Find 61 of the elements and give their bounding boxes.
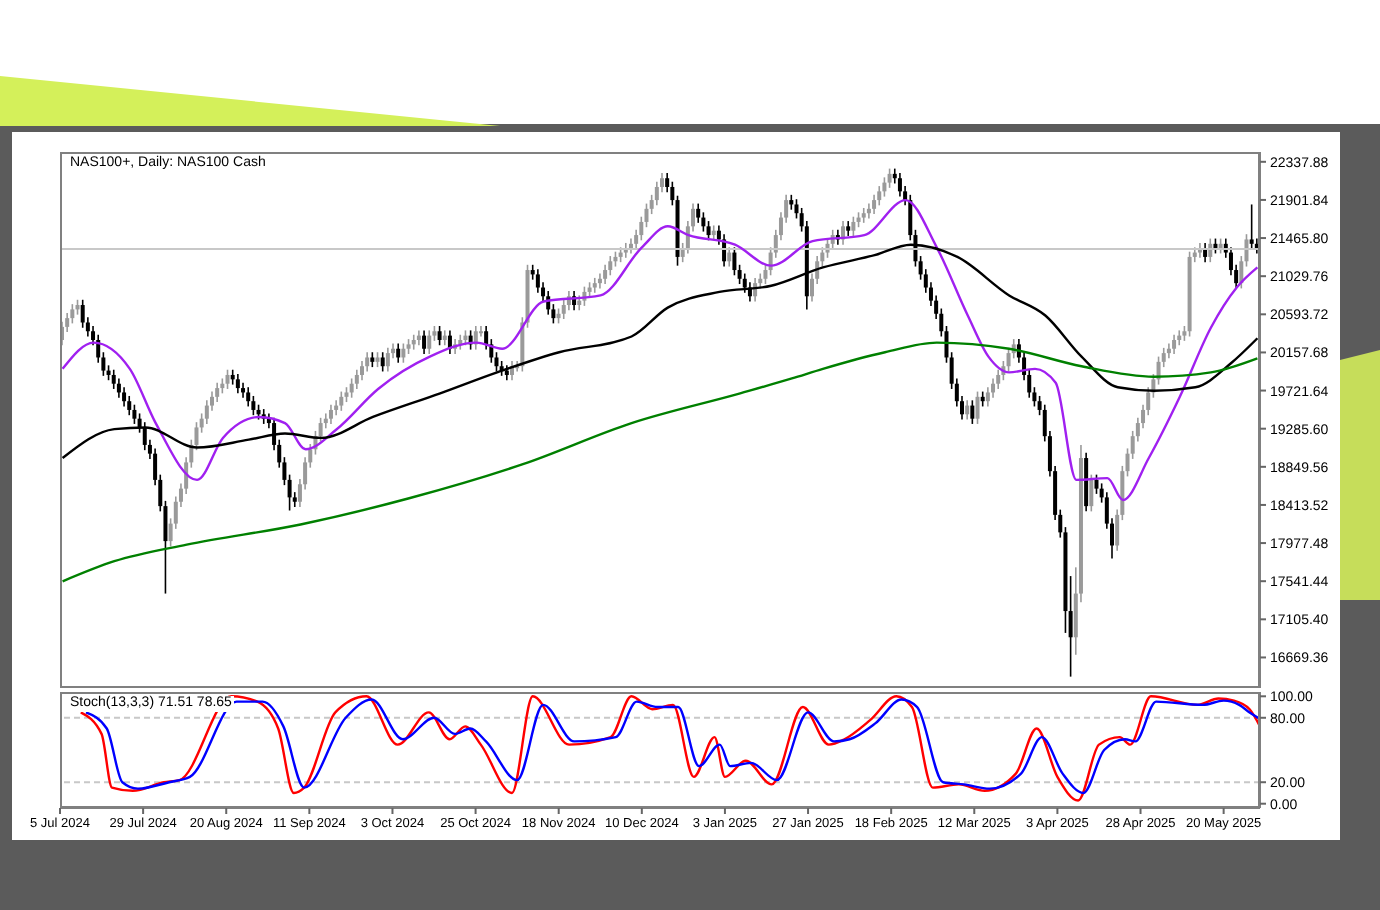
candlestick — [401, 342, 406, 364]
candlestick — [80, 298, 85, 329]
candlestick — [897, 172, 902, 198]
candlestick — [654, 180, 659, 207]
candlestick — [241, 382, 246, 399]
candlestick — [991, 377, 996, 399]
candlestick — [442, 329, 447, 347]
candlestick — [561, 298, 566, 320]
candlestick — [328, 403, 333, 425]
candlestick — [111, 368, 116, 390]
candlestick — [365, 351, 370, 373]
candlestick — [225, 368, 230, 390]
line-series — [61, 341, 1259, 583]
candlestick — [1089, 473, 1094, 513]
candlestick — [427, 329, 432, 355]
candlestick — [1172, 333, 1177, 355]
candlestick — [251, 395, 256, 416]
candlestick — [422, 329, 427, 355]
candlestick — [1177, 329, 1182, 347]
candlestick — [411, 333, 416, 351]
candlestick — [142, 421, 147, 451]
candlestick — [603, 264, 608, 285]
candlestick — [204, 399, 209, 425]
candlestick — [975, 390, 980, 425]
candlestick — [416, 329, 421, 347]
candlestick — [246, 386, 251, 408]
candlestick — [122, 386, 127, 408]
candlestick — [235, 373, 240, 395]
candlestick — [872, 194, 877, 215]
candlestick — [742, 272, 747, 294]
candlestick — [437, 325, 442, 347]
candlestick — [1094, 473, 1099, 495]
candlestick — [127, 395, 132, 416]
candlestick — [215, 382, 220, 403]
candlestick — [334, 399, 339, 416]
candlestick — [608, 255, 613, 277]
candlestick — [1166, 342, 1171, 360]
candlestick — [985, 386, 990, 408]
candlestick — [354, 368, 359, 390]
candlestick — [116, 377, 121, 399]
candlestick — [851, 215, 856, 237]
candlestick — [701, 211, 706, 233]
candlestick — [396, 342, 401, 364]
candlestick — [339, 390, 344, 412]
candlestick — [535, 268, 540, 294]
candlestick — [132, 403, 137, 425]
candlestick — [727, 246, 732, 268]
candlestick — [1249, 203, 1254, 250]
candlestick — [385, 347, 390, 373]
candlestick — [877, 185, 882, 207]
candlestick — [732, 246, 737, 277]
candlestick — [887, 167, 892, 189]
candlestick — [696, 202, 701, 224]
candlestick — [70, 303, 75, 325]
candlestick — [996, 368, 1001, 390]
candlestick — [965, 399, 970, 421]
candlestick — [360, 360, 364, 382]
candlestick — [882, 176, 887, 198]
candlestick — [349, 377, 354, 399]
candlestick — [970, 399, 975, 425]
candlestick — [380, 351, 385, 373]
